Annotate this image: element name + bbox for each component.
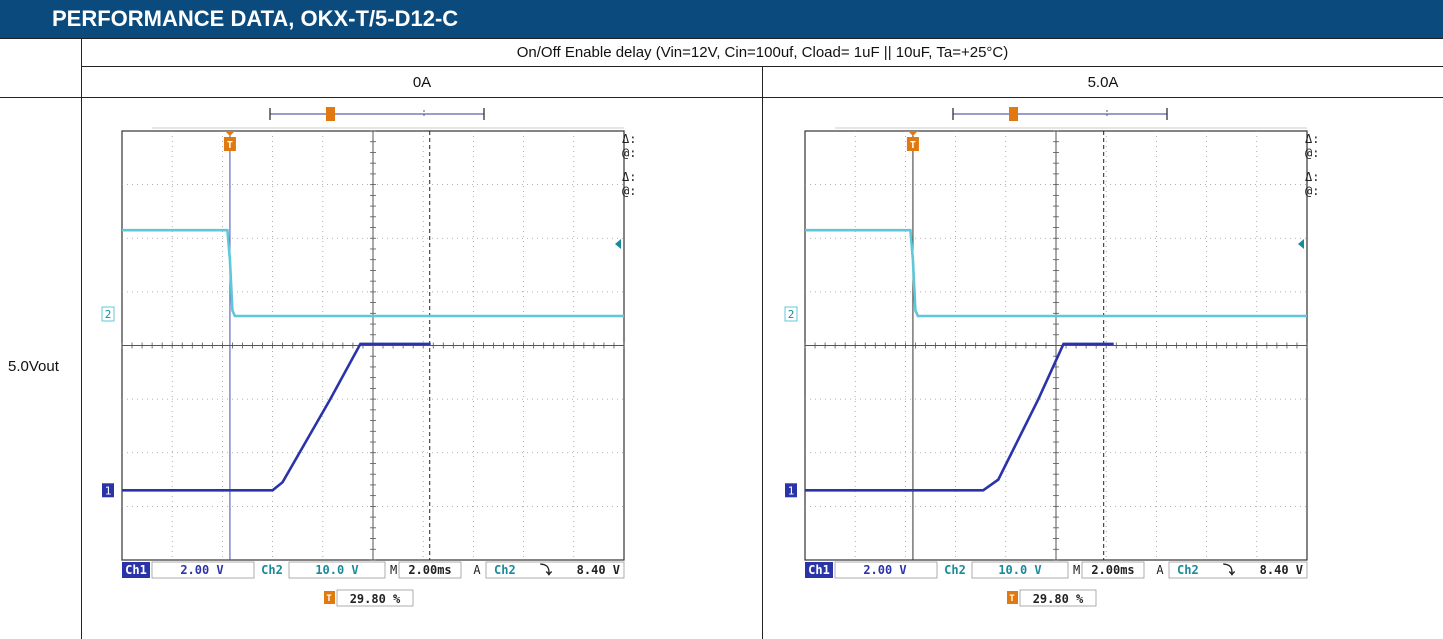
ch1-ground-marker-label: 1 bbox=[788, 484, 795, 497]
trigger-slope-icon: ⤵ bbox=[1223, 562, 1236, 577]
oscilloscope-plot-5a: T 2 1 Δ:4.88 V@:−40.0mVΔ:7.60ms@:0.00 s Ch1 2… bbox=[784, 107, 1319, 607]
trigger-position-value: 29.80 % bbox=[1033, 592, 1084, 606]
ch1-scale: 2.00 V bbox=[180, 563, 223, 577]
ch2-ground-marker-label: 2 bbox=[788, 308, 795, 321]
ch1-label: Ch1 bbox=[808, 563, 830, 577]
trigger-position-box bbox=[1019, 589, 1097, 607]
subheader-test-conditions: On/Off Enable delay (Vin=12V, Cin=100uf,… bbox=[516, 44, 1009, 61]
timebase-box bbox=[398, 561, 462, 579]
delta-t-symbol: Δ: bbox=[1305, 170, 1319, 184]
trigger-time-marker bbox=[223, 137, 236, 151]
column-header-5a: 5.0A bbox=[1087, 74, 1119, 91]
scope-status-bar: Ch1 2.00 V Ch2 10.0 V M 2.00ms A Ch2 ⤵ 8.40 V bbox=[805, 561, 1308, 579]
ch1-scale-box bbox=[834, 561, 938, 579]
trigger-bar-marker bbox=[326, 107, 335, 121]
measurement-readout: Δ:4.96 V@:0.00 VΔ:7.96ms@:120µs bbox=[622, 132, 636, 198]
at-v-symbol: @: bbox=[622, 146, 636, 160]
ch1-ground-marker bbox=[102, 483, 114, 498]
ch2-scale-box bbox=[971, 561, 1069, 579]
delta-t-symbol: Δ: bbox=[622, 170, 636, 184]
trigger-position-box bbox=[336, 589, 414, 607]
row-label-vout: 5.0Vout bbox=[8, 358, 59, 375]
trigger-mode-label: A bbox=[1156, 563, 1164, 577]
trigger-level-arrow bbox=[1298, 239, 1304, 249]
trigger-slope-icon: ⤵ bbox=[540, 562, 553, 577]
column-header-0a: 0A bbox=[412, 74, 432, 91]
trigger-position-icon bbox=[324, 591, 335, 604]
trigger-source: Ch2 bbox=[494, 563, 516, 577]
timebase-value: 2.00ms bbox=[1091, 563, 1134, 577]
trigger-time-arrow bbox=[224, 131, 235, 136]
delta-v-symbol: Δ: bbox=[1305, 132, 1319, 146]
oscilloscope-plot-0a: T 2 1 Δ:4.96 V@:0.00 VΔ:7.96ms@:120µs Ch1 2.0… bbox=[101, 107, 636, 607]
trigger-level-arrow bbox=[615, 239, 621, 249]
trigger-source: Ch2 bbox=[1177, 563, 1199, 577]
trigger-position-bar bbox=[152, 107, 624, 129]
plot-column-divider bbox=[762, 66, 763, 639]
ch1-label: Ch1 bbox=[125, 563, 147, 577]
series-line-ch2 bbox=[805, 228, 1307, 318]
ch2-scale: 10.0 V bbox=[315, 563, 358, 577]
trigger-bar-marker bbox=[1009, 107, 1018, 121]
ch1-label-box bbox=[805, 562, 833, 578]
trigger-position-icon bbox=[1007, 591, 1018, 604]
at-t-symbol: @: bbox=[1305, 184, 1319, 198]
label-column-divider bbox=[81, 38, 82, 639]
measurement-readout: Δ:4.88 V@:−40.0mVΔ:7.60ms@:0.00 s bbox=[1305, 132, 1319, 198]
ch1-label-box bbox=[122, 562, 150, 578]
ch1-ground-marker bbox=[785, 483, 797, 498]
grid bbox=[121, 130, 625, 561]
series-line-ch1 bbox=[805, 342, 1114, 492]
trigger-time-marker bbox=[906, 137, 919, 151]
ch1-scale-box bbox=[151, 561, 255, 579]
trigger-setting-box bbox=[1168, 561, 1308, 579]
ch2-label: Ch2 bbox=[944, 563, 966, 577]
trigger-position-value: 29.80 % bbox=[350, 592, 401, 606]
trigger-position-icon-label: T bbox=[326, 594, 332, 604]
ch2-ground-marker-label: 2 bbox=[105, 308, 112, 321]
ch2-ground-marker bbox=[101, 306, 115, 322]
ch1-scale: 2.00 V bbox=[863, 563, 906, 577]
timebase-label: M bbox=[1073, 563, 1080, 577]
at-v-symbol: @: bbox=[1305, 146, 1319, 160]
ch2-scale: 10.0 V bbox=[998, 563, 1041, 577]
trigger-level: 8.40 V bbox=[1260, 563, 1303, 577]
grid bbox=[804, 130, 1308, 561]
timebase-value: 2.00ms bbox=[408, 563, 451, 577]
trigger-time-marker-label: T bbox=[227, 140, 233, 151]
ch1-ground-marker-label: 1 bbox=[105, 484, 112, 497]
trigger-time-marker-label: T bbox=[910, 140, 916, 151]
trigger-setting-box bbox=[485, 561, 625, 579]
ch2-label: Ch2 bbox=[261, 563, 283, 577]
page-title: PERFORMANCE DATA, OKX-T/5-D12-C bbox=[0, 0, 1443, 38]
ch2-ground-marker bbox=[784, 306, 798, 322]
table-top-border bbox=[0, 38, 1443, 39]
timebase-label: M bbox=[390, 563, 397, 577]
trigger-mode-label: A bbox=[473, 563, 481, 577]
series-line-ch1 bbox=[122, 342, 431, 492]
trigger-position-bar bbox=[835, 107, 1307, 129]
column-header-divider bbox=[0, 97, 1443, 98]
trigger-time-arrow bbox=[907, 131, 918, 136]
timebase-box bbox=[1081, 561, 1145, 579]
scope-status-bar: Ch1 2.00 V Ch2 10.0 V M 2.00ms A Ch2 ⤵ 8.40 V bbox=[122, 561, 625, 579]
series-line-ch2 bbox=[122, 228, 624, 318]
trigger-level: 8.40 V bbox=[577, 563, 620, 577]
trigger-position-icon-label: T bbox=[1009, 594, 1015, 604]
at-t-symbol: @: bbox=[622, 184, 636, 198]
ch2-scale-box bbox=[288, 561, 386, 579]
delta-v-symbol: Δ: bbox=[622, 132, 636, 146]
